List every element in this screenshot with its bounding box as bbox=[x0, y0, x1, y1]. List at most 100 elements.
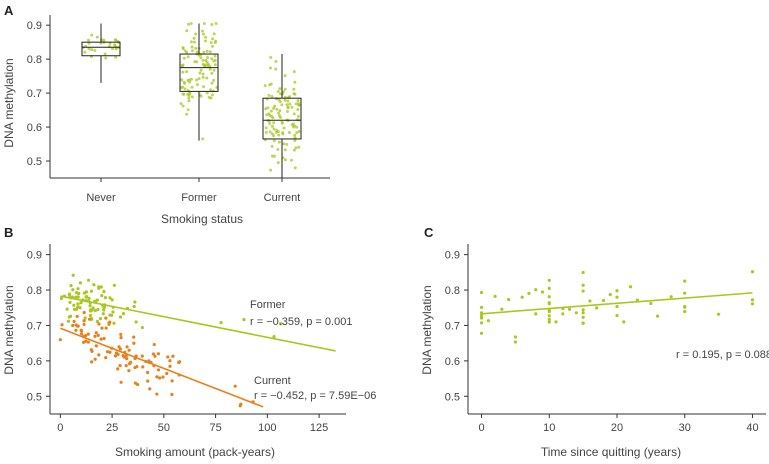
panel-a-point bbox=[282, 142, 286, 146]
former-point bbox=[108, 296, 112, 300]
panel-a-point bbox=[270, 94, 274, 98]
former-point bbox=[72, 307, 77, 311]
panel-a-point bbox=[276, 147, 280, 151]
current-point bbox=[58, 338, 62, 342]
panel-c-y-tick-label: 0.8 bbox=[445, 285, 460, 297]
panel-a-point bbox=[95, 35, 99, 39]
panel-a-point bbox=[278, 100, 282, 104]
former-point bbox=[59, 296, 64, 300]
panel-a-x-tick-label: Current bbox=[264, 192, 301, 204]
panel-a-point bbox=[287, 131, 291, 135]
former-point bbox=[101, 312, 105, 316]
former-point bbox=[103, 296, 107, 300]
panel-a-point bbox=[296, 99, 300, 103]
former-point bbox=[97, 286, 101, 290]
panel-a-point bbox=[278, 87, 282, 91]
panel-a-point bbox=[190, 45, 194, 49]
former-annotation-label: Former bbox=[250, 299, 286, 311]
panel-a-boxes bbox=[81, 23, 302, 178]
panel-a-point bbox=[213, 58, 217, 62]
former-point bbox=[279, 322, 283, 326]
current-point bbox=[72, 319, 76, 324]
former-point bbox=[272, 334, 276, 339]
former-point bbox=[111, 310, 115, 314]
former-point bbox=[69, 314, 73, 318]
panel-a-point bbox=[213, 63, 217, 67]
current-point bbox=[161, 375, 165, 379]
panel-c-point bbox=[547, 309, 551, 314]
panel-a-y-tick-label: 0.8 bbox=[27, 54, 42, 66]
current-point bbox=[86, 332, 90, 336]
panel-a-point bbox=[208, 88, 212, 92]
current-point bbox=[141, 365, 145, 369]
former-point bbox=[76, 287, 80, 291]
panel-a-point bbox=[201, 72, 205, 76]
panel-a-point bbox=[274, 67, 278, 71]
panel-c-point bbox=[479, 305, 484, 309]
panel-a-point bbox=[295, 125, 299, 129]
panel-a-point bbox=[292, 148, 296, 152]
panel-a-point bbox=[293, 80, 297, 84]
panel-a-point bbox=[195, 78, 199, 82]
panel-a-point bbox=[280, 121, 284, 125]
panel-a-point bbox=[211, 37, 215, 41]
current-point bbox=[60, 323, 64, 327]
current-point bbox=[239, 402, 243, 406]
panel-a-point bbox=[267, 93, 271, 97]
former-point bbox=[118, 315, 123, 319]
panel-a-point bbox=[268, 83, 272, 87]
panel-a-point bbox=[203, 39, 207, 43]
panel-a-point bbox=[210, 44, 214, 48]
panel-a-point bbox=[212, 32, 216, 36]
panel-a-point bbox=[188, 92, 192, 96]
panel-a-point bbox=[195, 50, 199, 54]
current-point bbox=[153, 354, 157, 358]
former-point bbox=[219, 321, 223, 325]
panel-b-x-tick-label: 75 bbox=[209, 422, 221, 434]
former-point bbox=[140, 325, 144, 330]
current-point bbox=[107, 321, 111, 325]
panel-c-point bbox=[581, 315, 585, 319]
panel-a-point bbox=[277, 140, 281, 144]
panel-a-point bbox=[212, 78, 216, 82]
panel-a-point bbox=[202, 85, 206, 89]
panel-a-point bbox=[208, 67, 212, 71]
current-point bbox=[82, 319, 86, 323]
panel-c-point bbox=[507, 297, 511, 302]
panel-a-point bbox=[187, 99, 191, 103]
panel-a-point bbox=[283, 158, 287, 162]
panel-c-point bbox=[479, 321, 484, 325]
panel-a-point bbox=[289, 158, 293, 162]
panel-a-point bbox=[294, 102, 298, 106]
panel-b-x-tick-label: 50 bbox=[158, 422, 170, 434]
panel-b-x-tick-label: 0 bbox=[57, 422, 63, 434]
panel-b-y-tick-label: 0.6 bbox=[27, 356, 42, 368]
current-point bbox=[96, 333, 100, 337]
current-point bbox=[94, 331, 98, 335]
panel-a-points bbox=[81, 21, 301, 172]
former-point bbox=[98, 317, 103, 321]
current-point bbox=[93, 357, 97, 361]
current-point bbox=[132, 341, 136, 345]
panel-a-point bbox=[194, 46, 198, 50]
current-point bbox=[119, 332, 123, 337]
former-point bbox=[71, 288, 75, 292]
panel-a-point bbox=[283, 74, 287, 78]
former-point bbox=[88, 304, 92, 308]
former-point bbox=[84, 295, 88, 299]
current-fit-line bbox=[60, 327, 264, 408]
panel-a-point bbox=[277, 114, 281, 118]
former-point bbox=[84, 290, 89, 294]
former-point bbox=[102, 289, 106, 294]
panel-a-point bbox=[276, 89, 280, 93]
panel-a-point bbox=[270, 124, 274, 128]
current-point bbox=[88, 317, 92, 321]
current-point bbox=[158, 376, 162, 380]
panel-c-point bbox=[601, 298, 606, 303]
panel-a-point bbox=[283, 98, 287, 102]
former-point bbox=[108, 313, 112, 317]
former-point bbox=[66, 319, 70, 323]
former-point bbox=[91, 306, 95, 310]
panel-a-y-tick-label: 0.7 bbox=[27, 88, 42, 100]
